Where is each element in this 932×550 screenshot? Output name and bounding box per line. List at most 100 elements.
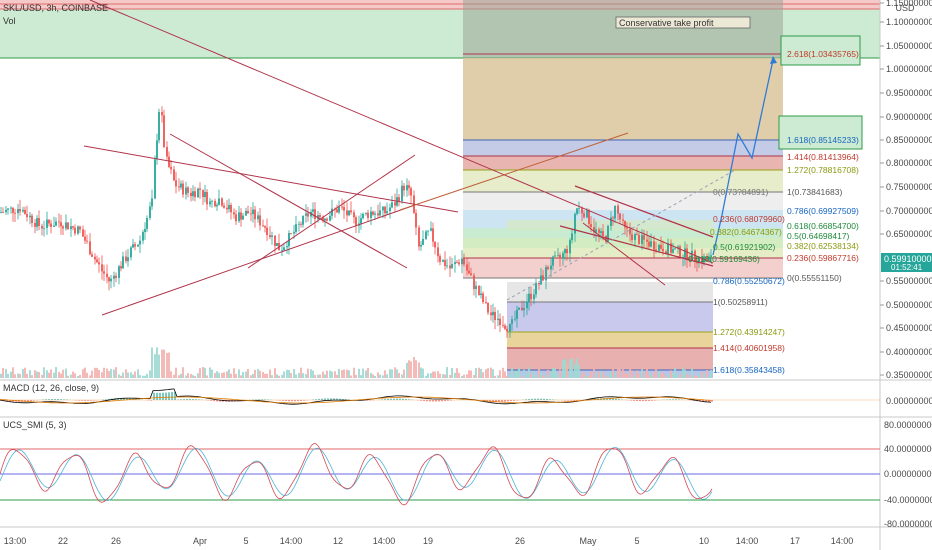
candle-body xyxy=(547,267,549,270)
candle-body xyxy=(46,219,48,228)
volume-bar xyxy=(492,369,494,378)
volume-bar xyxy=(319,374,321,378)
volume-bar xyxy=(478,367,480,378)
volume-bar xyxy=(98,369,100,378)
candle-body xyxy=(245,210,247,216)
candle-body xyxy=(365,212,367,214)
volume-bar xyxy=(132,374,134,378)
volume-bar xyxy=(180,373,182,378)
candle-body xyxy=(406,185,408,191)
volume-bar xyxy=(598,371,600,378)
candle-body xyxy=(19,209,21,212)
candle-body xyxy=(706,256,708,260)
volume-bar xyxy=(706,369,708,378)
volume-bar xyxy=(602,371,604,378)
candle-body xyxy=(53,225,55,227)
candle-body xyxy=(79,226,81,230)
candle-body xyxy=(185,187,187,195)
volume-bar xyxy=(665,375,667,378)
time-tick: 19 xyxy=(423,536,433,546)
volume-bar xyxy=(475,368,477,378)
volume-bar xyxy=(562,360,564,378)
volume-bar xyxy=(329,370,331,378)
candle-body xyxy=(276,243,278,246)
macd-histogram-bar xyxy=(9,400,11,402)
dashed-guide xyxy=(506,169,736,301)
candle-body xyxy=(101,264,103,272)
candle-body xyxy=(108,277,110,282)
volume-bar xyxy=(468,370,470,378)
candle-body xyxy=(686,248,688,261)
time-tick: Apr xyxy=(193,536,207,546)
macd-histogram-bar xyxy=(708,400,710,402)
candle-body xyxy=(173,169,175,181)
candle-body xyxy=(634,234,636,241)
volume-bar xyxy=(194,375,196,378)
fib-upper-label: 0.382(0.62538134) xyxy=(787,241,859,251)
macd-histogram-bar xyxy=(528,399,530,400)
candle-body xyxy=(588,210,590,225)
candle-body xyxy=(646,239,648,242)
volume-bar xyxy=(533,371,535,378)
macd-histogram-bar xyxy=(447,400,449,401)
target-box-upper[interactable] xyxy=(780,35,861,66)
candle-body xyxy=(298,223,300,225)
fib-lower-label: 1.414(0.40601958) xyxy=(713,343,785,353)
volume-bar xyxy=(607,374,609,378)
macd-histogram-bar xyxy=(342,398,344,400)
projection-arrowhead xyxy=(770,56,777,64)
macd-histogram-bar xyxy=(648,400,650,401)
time-axis[interactable]: 13:00 22 26 Apr 5 14:00 12 14:00 19 26 May 5 10 14:00… xyxy=(4,536,854,546)
time-tick: 13:00 xyxy=(4,536,27,546)
volume-bar xyxy=(96,367,98,378)
candle-body xyxy=(497,318,499,320)
candle-body xyxy=(617,205,619,214)
candle-body xyxy=(578,208,580,209)
candle-body xyxy=(504,325,506,329)
fib-upper-label: 0.786(0.69927509) xyxy=(787,206,859,216)
candle-body xyxy=(569,240,571,254)
current-price-label: 0.59910000 xyxy=(884,254,932,264)
candle-body xyxy=(631,234,633,241)
volume-bar xyxy=(271,375,273,378)
macd-histogram-bar xyxy=(534,398,536,400)
target-box-lower[interactable] xyxy=(778,115,863,150)
macd-histogram-bar xyxy=(264,399,266,400)
channel-top xyxy=(574,185,714,238)
fib-lower-label: 1.618(0.35843458) xyxy=(713,365,785,375)
candle-body xyxy=(132,244,134,248)
volume-bar xyxy=(137,369,139,378)
macd-histogram-bar xyxy=(27,400,29,402)
candle-body xyxy=(540,275,542,285)
volume-bar xyxy=(305,374,307,378)
candle-body xyxy=(144,228,146,232)
fib-upper-label: 0.236(0.59867716) xyxy=(787,253,859,263)
volume-bar xyxy=(113,369,115,378)
volume-bar xyxy=(514,370,516,378)
take-profit-box[interactable] xyxy=(615,16,751,29)
macd-histogram-bar xyxy=(30,400,32,401)
volume-bar xyxy=(528,367,530,378)
candle-body xyxy=(674,248,676,250)
candle-body xyxy=(672,249,674,253)
price-axis[interactable]: USD 1.15000000 1.10000000 1.05000000 1.0000… xyxy=(880,0,932,380)
candle-body xyxy=(106,273,108,278)
volume-bar xyxy=(199,368,201,378)
candle-body xyxy=(422,238,424,245)
candle-body xyxy=(235,214,237,222)
candle-body xyxy=(103,271,105,274)
volume-bar xyxy=(391,369,393,378)
volume-bar xyxy=(185,375,187,378)
candle-body xyxy=(26,213,28,218)
volume-bar xyxy=(326,370,328,378)
fib-upper-label: 0.5(0.64698417) xyxy=(787,231,850,241)
volume-bar xyxy=(420,367,422,378)
macd-histogram-bar xyxy=(54,398,56,400)
time-tick: 14:00 xyxy=(280,536,303,546)
macd-histogram-bar xyxy=(486,400,488,401)
fib-lower-label: 0.786(0.55250672) xyxy=(713,276,785,286)
macd-histogram-bar xyxy=(195,399,197,400)
volume-bar xyxy=(230,373,232,378)
